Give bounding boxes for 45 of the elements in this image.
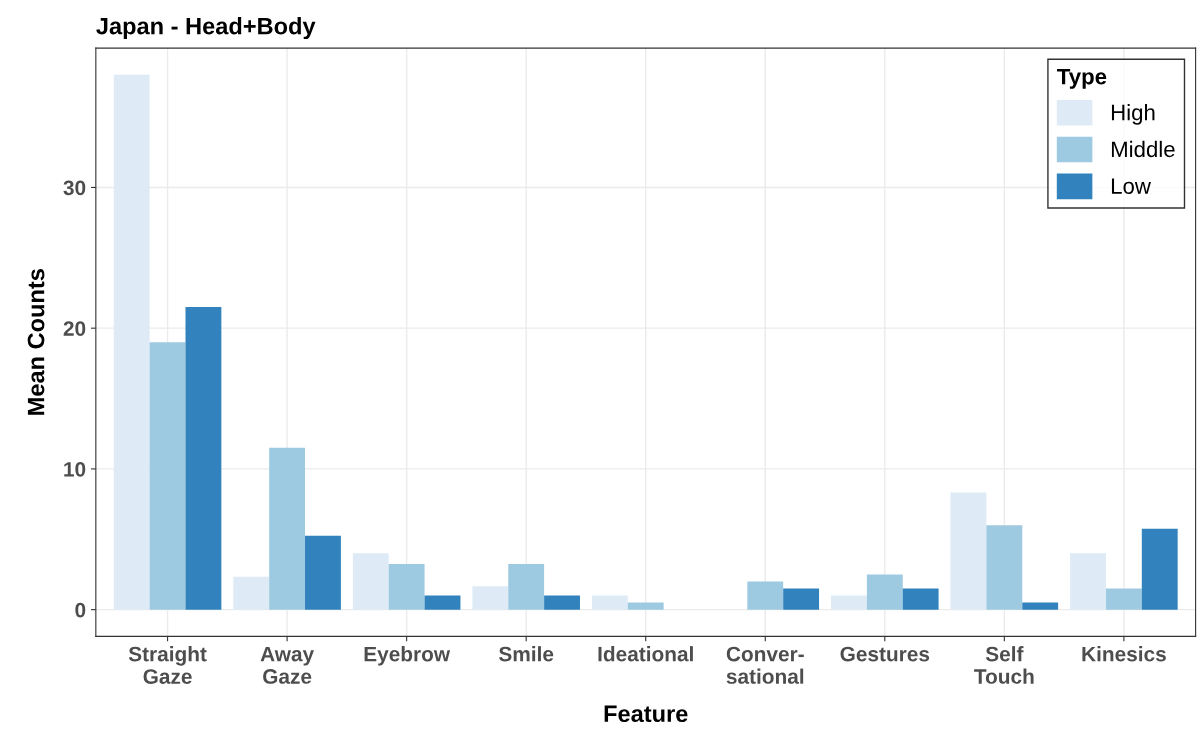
- bar: [472, 586, 509, 610]
- bar: [508, 563, 545, 610]
- y-axis-title: Mean Counts: [27, 269, 45, 415]
- bar: [747, 581, 784, 610]
- y-tick-label: 20: [63, 321, 86, 336]
- bar: [1141, 528, 1178, 610]
- x-tick-label: Straight Gaze: [128, 646, 207, 684]
- legend-label: High: [1111, 104, 1155, 125]
- legend-label: Low: [1111, 178, 1151, 194]
- x-tick-label: Ideational: [598, 646, 693, 662]
- bar: [233, 576, 270, 610]
- x-axis-title: Feature: [604, 705, 688, 723]
- chart-title: Japan - Head+Body: [96, 17, 316, 40]
- bar: [1070, 553, 1106, 610]
- bar: [1105, 588, 1142, 610]
- y-tick-label: 10: [64, 461, 86, 477]
- x-tick-label: Smile: [498, 646, 554, 662]
- bar: [902, 588, 939, 610]
- bar: [950, 492, 987, 610]
- legend-label: Middle: [1111, 140, 1175, 158]
- y-tick-label: 30: [63, 180, 86, 196]
- bar: [352, 553, 389, 610]
- x-tick-label: Conver- sational: [726, 646, 804, 684]
- bar: [185, 307, 222, 610]
- bar: [305, 535, 341, 610]
- bar: [783, 588, 820, 610]
- legend-title: Type: [1057, 68, 1107, 89]
- x-tick-label: Eyebrow: [364, 646, 451, 666]
- x-tick-label: Kinesics: [1082, 646, 1166, 662]
- y-tick-label: 0: [75, 602, 86, 618]
- bar: [831, 595, 867, 610]
- bar: [149, 342, 186, 610]
- bar: [866, 574, 903, 610]
- x-tick-label: Gestures: [840, 646, 930, 662]
- bar: [1022, 602, 1059, 610]
- bar: [544, 595, 580, 610]
- bar: [424, 595, 461, 610]
- bar: [113, 74, 150, 610]
- bar: [388, 563, 425, 610]
- x-tick-label: Away Gaze: [260, 646, 315, 684]
- x-tick-label: Self Touch: [974, 646, 1034, 684]
- bar: [986, 525, 1023, 610]
- bar: [269, 447, 306, 610]
- bar: [591, 595, 628, 610]
- bar: [627, 602, 664, 610]
